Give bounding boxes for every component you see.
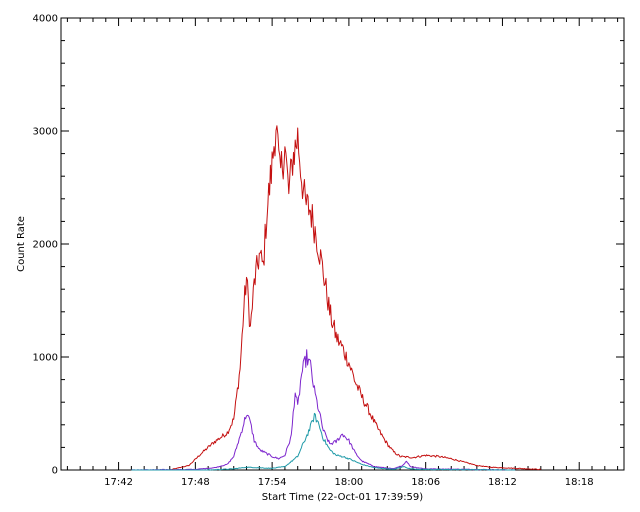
plot-frame	[60, 17, 625, 471]
x-tick-label: 17:42	[104, 477, 133, 488]
x-tick-label: 18:00	[334, 477, 363, 488]
y-axis-label: Count Rate	[16, 216, 27, 272]
plot-border	[60, 17, 625, 471]
y-tick-label: 0	[52, 466, 58, 477]
y-tick-label: 1000	[33, 353, 58, 364]
y-tick-label: 2000	[33, 240, 58, 251]
x-tick-label: 18:06	[411, 477, 440, 488]
x-tick-label: 18:12	[488, 477, 517, 488]
y-tick-label: 3000	[33, 127, 58, 138]
x-tick-label: 18:18	[565, 477, 594, 488]
x-tick-label: 17:54	[258, 477, 287, 488]
x-axis: 17:42 17:48 17:54 18:00 18:06 18:12 18:18	[66, 18, 619, 488]
y-axis: 0 1000 2000 3000 4000	[33, 14, 624, 477]
series-line-1	[131, 125, 541, 471]
y-tick-label: 4000	[33, 14, 58, 25]
x-axis-label: Start Time (22-Oct-01 17:39:59)	[262, 492, 423, 503]
series-line-3	[131, 412, 516, 471]
series-line-2	[131, 349, 516, 471]
series-group	[131, 125, 541, 471]
x-tick-label: 17:48	[181, 477, 210, 488]
